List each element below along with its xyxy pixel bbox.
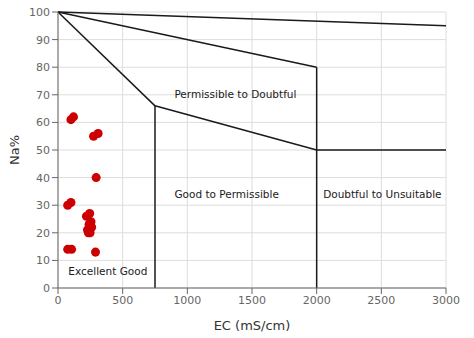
svg-text:Excellent Good: Excellent Good [68, 265, 147, 277]
svg-text:Doubtful to Unsuitable: Doubtful to Unsuitable [323, 188, 441, 200]
svg-text:1500: 1500 [238, 294, 266, 307]
svg-text:2000: 2000 [303, 294, 331, 307]
svg-text:70: 70 [36, 89, 50, 102]
svg-text:60: 60 [36, 116, 50, 129]
svg-text:500: 500 [112, 294, 133, 307]
svg-text:50: 50 [36, 144, 50, 157]
svg-text:40: 40 [36, 172, 50, 185]
svg-text:3000: 3000 [432, 294, 460, 307]
svg-text:90: 90 [36, 34, 50, 47]
svg-text:Na%: Na% [8, 135, 22, 165]
svg-text:20: 20 [36, 227, 50, 240]
svg-text:0: 0 [55, 294, 62, 307]
svg-text:EC (mS/cm): EC (mS/cm) [214, 318, 291, 333]
svg-text:80: 80 [36, 61, 50, 74]
svg-text:100: 100 [29, 6, 50, 19]
svg-text:10: 10 [36, 254, 50, 267]
svg-text:Permissible to Doubtful: Permissible to Doubtful [174, 88, 296, 100]
svg-text:2500: 2500 [367, 294, 395, 307]
svg-text:0: 0 [43, 282, 50, 295]
svg-text:1000: 1000 [173, 294, 201, 307]
svg-text:Good to Permissible: Good to Permissible [174, 188, 278, 200]
svg-text:30: 30 [36, 199, 50, 212]
